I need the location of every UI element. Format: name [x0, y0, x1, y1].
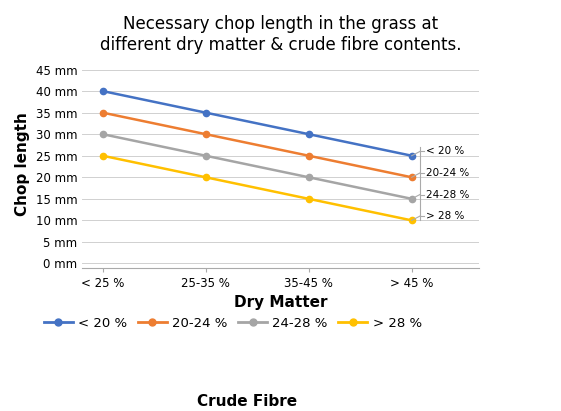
Y-axis label: Chop length: Chop length: [15, 113, 30, 216]
> 28 %: [408, 218, 415, 223]
20-24 %: [203, 132, 209, 136]
24-28 %: [305, 175, 312, 180]
Line: 20-24 %: 20-24 %: [99, 109, 415, 180]
Title: Necessary chop length in the grass at
different dry matter & crude fibre content: Necessary chop length in the grass at di…: [100, 15, 461, 54]
X-axis label: Dry Matter: Dry Matter: [233, 296, 327, 310]
Line: > 28 %: > 28 %: [99, 152, 415, 224]
> 28 %: [305, 196, 312, 201]
24-28 %: [99, 132, 106, 136]
< 20 %: [305, 132, 312, 136]
> 28 %: [203, 175, 209, 180]
Line: < 20 %: < 20 %: [99, 88, 415, 159]
20-24 %: [305, 153, 312, 158]
Text: 24-28 %: 24-28 %: [426, 189, 470, 199]
< 20 %: [408, 153, 415, 158]
20-24 %: [408, 175, 415, 180]
Legend: < 20 %, 20-24 %, 24-28 %, > 28 %: < 20 %, 20-24 %, 24-28 %, > 28 %: [39, 312, 427, 335]
24-28 %: [203, 153, 209, 158]
Text: < 20 %: < 20 %: [426, 146, 465, 157]
< 20 %: [99, 89, 106, 94]
Line: 24-28 %: 24-28 %: [99, 131, 415, 202]
Text: Crude Fibre: Crude Fibre: [197, 394, 297, 409]
20-24 %: [99, 110, 106, 115]
> 28 %: [99, 153, 106, 158]
24-28 %: [408, 196, 415, 201]
Text: 20-24 %: 20-24 %: [426, 168, 470, 178]
Text: > 28 %: > 28 %: [426, 211, 465, 221]
< 20 %: [203, 110, 209, 115]
